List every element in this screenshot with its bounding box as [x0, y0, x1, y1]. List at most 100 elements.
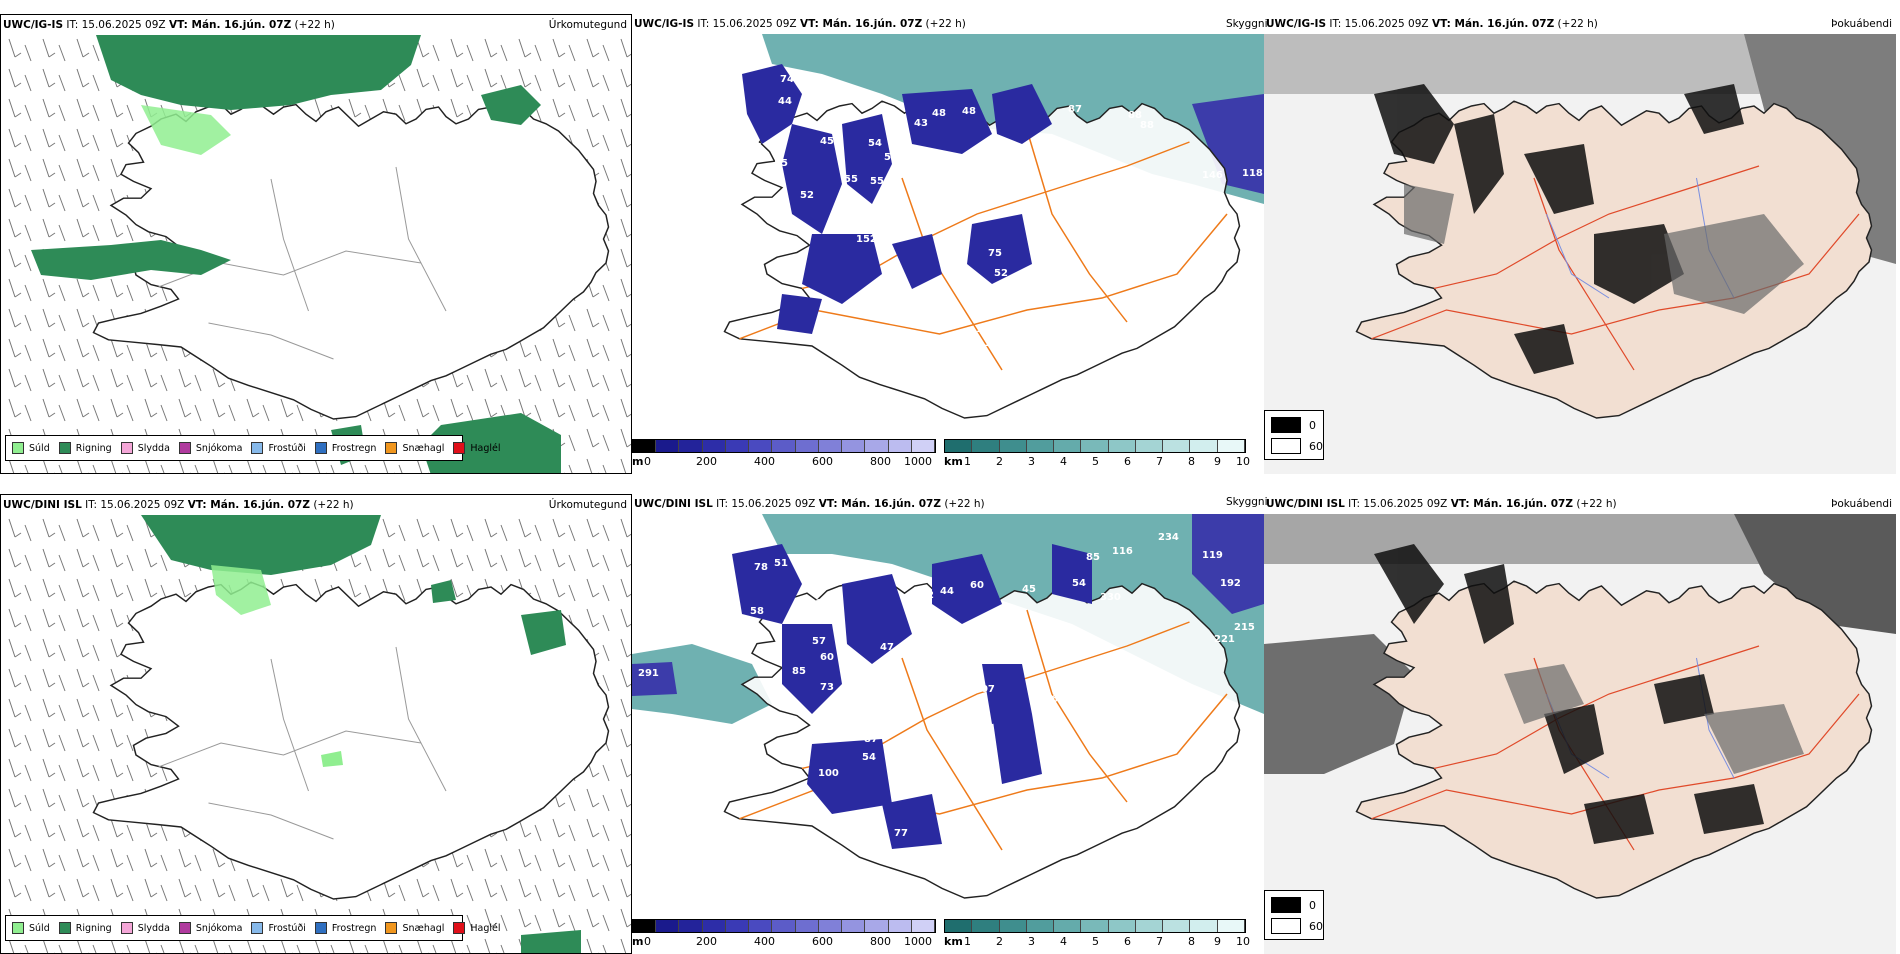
drizzle-area: [211, 565, 271, 615]
model-name: UWC/DINI ISL: [1266, 498, 1345, 510]
svg-text:55: 55: [774, 158, 788, 169]
colorbar-segment: [999, 440, 1027, 452]
svg-text:87: 87: [1068, 104, 1082, 115]
precip-type-legend: Súld Rigning Slydda Snjókoma Frostúði Fr…: [5, 435, 501, 461]
colorbar-segment: [795, 440, 819, 452]
model-name: UWC/IG-IS: [634, 18, 695, 30]
svg-text:85: 85: [1086, 552, 1100, 563]
fog-legend: 0 60: [1264, 410, 1324, 460]
ceiling-patches: [742, 64, 1052, 334]
colorbar-segment: [999, 920, 1027, 932]
ceiling-labels: 74 44 85 55 45 54 52 65 48 43 48 55 87 8…: [748, 74, 1263, 377]
colorbar-segment: [1190, 920, 1218, 932]
svg-text:51: 51: [774, 558, 788, 569]
colorbar-segment: [972, 440, 1000, 452]
colorbar-segment: [702, 440, 726, 452]
field-name: Þokuábendi: [1831, 18, 1892, 30]
valid-time: VT: Mán. 16.jún. 07Z: [1431, 18, 1555, 30]
svg-text:85: 85: [748, 142, 762, 153]
panel-title: UWC/IG-IS IT: 15.06.2025 09Z VT: Mán. 16…: [632, 14, 1264, 34]
colorbar-segment: [1026, 440, 1055, 452]
legend-item-snow-pellets: Snæhagl: [385, 442, 444, 454]
precip-map: [1, 515, 631, 953]
svg-text:52: 52: [994, 268, 1008, 279]
visibility-map: 51 78 58 56 42 44 60 45 54 85 330 116 23…: [632, 514, 1264, 954]
legend-item-freezing-drizzle: Frostúði: [251, 442, 306, 454]
model-name: UWC/IG-IS: [3, 19, 64, 31]
svg-text:56: 56: [808, 598, 822, 609]
colorbar-segment: [1163, 440, 1191, 452]
legend-item-hail: Haglél: [453, 922, 501, 934]
precip-type-panel-top: UWC/IG-IS IT: 15.06.2025 09Z VT: Mán. 16…: [0, 14, 632, 474]
colorbar-segment: [888, 440, 912, 452]
colorbar-segment: [633, 920, 657, 932]
panel-title: UWC/DINI ISL IT: 15.06.2025 09Z VT: Mán.…: [1, 495, 631, 515]
model-name: UWC/DINI ISL: [634, 498, 713, 510]
svg-text:61: 61: [1046, 234, 1060, 245]
svg-text:65: 65: [888, 168, 902, 179]
svg-text:54: 54: [1072, 578, 1086, 589]
valid-time: VT: Mán. 16.jún. 07Z: [818, 498, 941, 510]
svg-text:45: 45: [1022, 584, 1036, 595]
colorbar-segment: [1108, 920, 1136, 932]
legend-item-rain: Rigning: [58, 922, 112, 934]
precip-type-panel-bottom: UWC/DINI ISL IT: 15.06.2025 09Z VT: Mán.…: [0, 494, 632, 954]
colorbar-segment: [702, 920, 726, 932]
svg-text:48: 48: [932, 108, 946, 119]
svg-text:48: 48: [962, 106, 976, 117]
panel-title: UWC/DINI ISL IT: 15.06.2025 09Z VT: Mán.…: [1264, 494, 1896, 514]
colorbar-segment: [1054, 920, 1082, 932]
svg-text:64: 64: [926, 286, 940, 297]
colorbar-segment: [842, 920, 866, 932]
legend-item-freezing-rain: Frostregn: [314, 442, 376, 454]
legend-item-snow: Snjókoma: [178, 442, 242, 454]
init-time: IT: 15.06.2025 09Z: [66, 19, 166, 31]
lead-time: (+22 h): [313, 499, 354, 511]
valid-time: VT: Mán. 16.jún. 07Z: [168, 19, 292, 31]
svg-text:44: 44: [940, 586, 954, 597]
colorbar-segment: [1026, 920, 1055, 932]
model-name: UWC/DINI ISL: [3, 499, 82, 511]
colorbar-segment: [911, 920, 936, 932]
svg-text:58: 58: [750, 606, 764, 617]
svg-text:119: 119: [1202, 550, 1223, 561]
svg-text:100: 100: [976, 324, 997, 335]
field-name-visibility-bottom: Skyggni: [1226, 496, 1268, 508]
colorbar-segment: [1217, 920, 1245, 932]
colorbar-segment: [795, 920, 819, 932]
init-time: IT: 15.06.2025 09Z: [1329, 18, 1429, 30]
fog-patches: [1374, 544, 1764, 844]
svg-text:100: 100: [818, 768, 839, 779]
precip-map: [1, 35, 631, 473]
visibility-colorbar-labels: km 1 2 3 4 5 6 7 8 9 10: [944, 455, 1250, 468]
legend-item-sleet: Slydda: [120, 922, 170, 934]
field-name: Úrkomutegund: [548, 19, 627, 31]
colorbar-segment: [865, 440, 889, 452]
lead-time: (+22 h): [1576, 498, 1617, 510]
low-ceiling-area: [1192, 94, 1264, 194]
svg-text:52: 52: [800, 190, 814, 201]
valid-time: VT: Mán. 16.jún. 07Z: [187, 499, 310, 511]
colorbar-segment: [1054, 440, 1082, 452]
colorbar-segment: [1135, 440, 1164, 452]
svg-text:52: 52: [976, 284, 990, 295]
colorbar-segment: [749, 920, 773, 932]
legend-item-hail: Haglél: [453, 442, 501, 454]
svg-text:75: 75: [912, 656, 926, 667]
svg-text:74: 74: [780, 74, 794, 85]
svg-text:160: 160: [1000, 338, 1021, 349]
precip-type-legend: Súld Rigning Slydda Snjókoma Frostúði Fr…: [5, 915, 501, 941]
svg-text:44: 44: [778, 96, 792, 107]
svg-text:45: 45: [820, 136, 834, 147]
svg-text:234: 234: [1158, 532, 1179, 543]
visibility-panel-top: UWC/IG-IS IT: 15.06.2025 09Z VT: Mán. 16…: [632, 14, 1264, 474]
visibility-panel-bottom: UWC/DINI ISL IT: 15.06.2025 09Z VT: Mán.…: [632, 494, 1264, 954]
svg-text:55: 55: [870, 176, 884, 187]
svg-text:42: 42: [920, 590, 934, 601]
svg-text:330: 330: [1100, 592, 1121, 603]
svg-text:118: 118: [1242, 168, 1263, 179]
ceiling-patches: [732, 544, 1092, 849]
lead-time: (+22 h): [1557, 18, 1598, 30]
svg-text:146: 146: [1202, 170, 1223, 181]
svg-text:52: 52: [884, 152, 898, 163]
